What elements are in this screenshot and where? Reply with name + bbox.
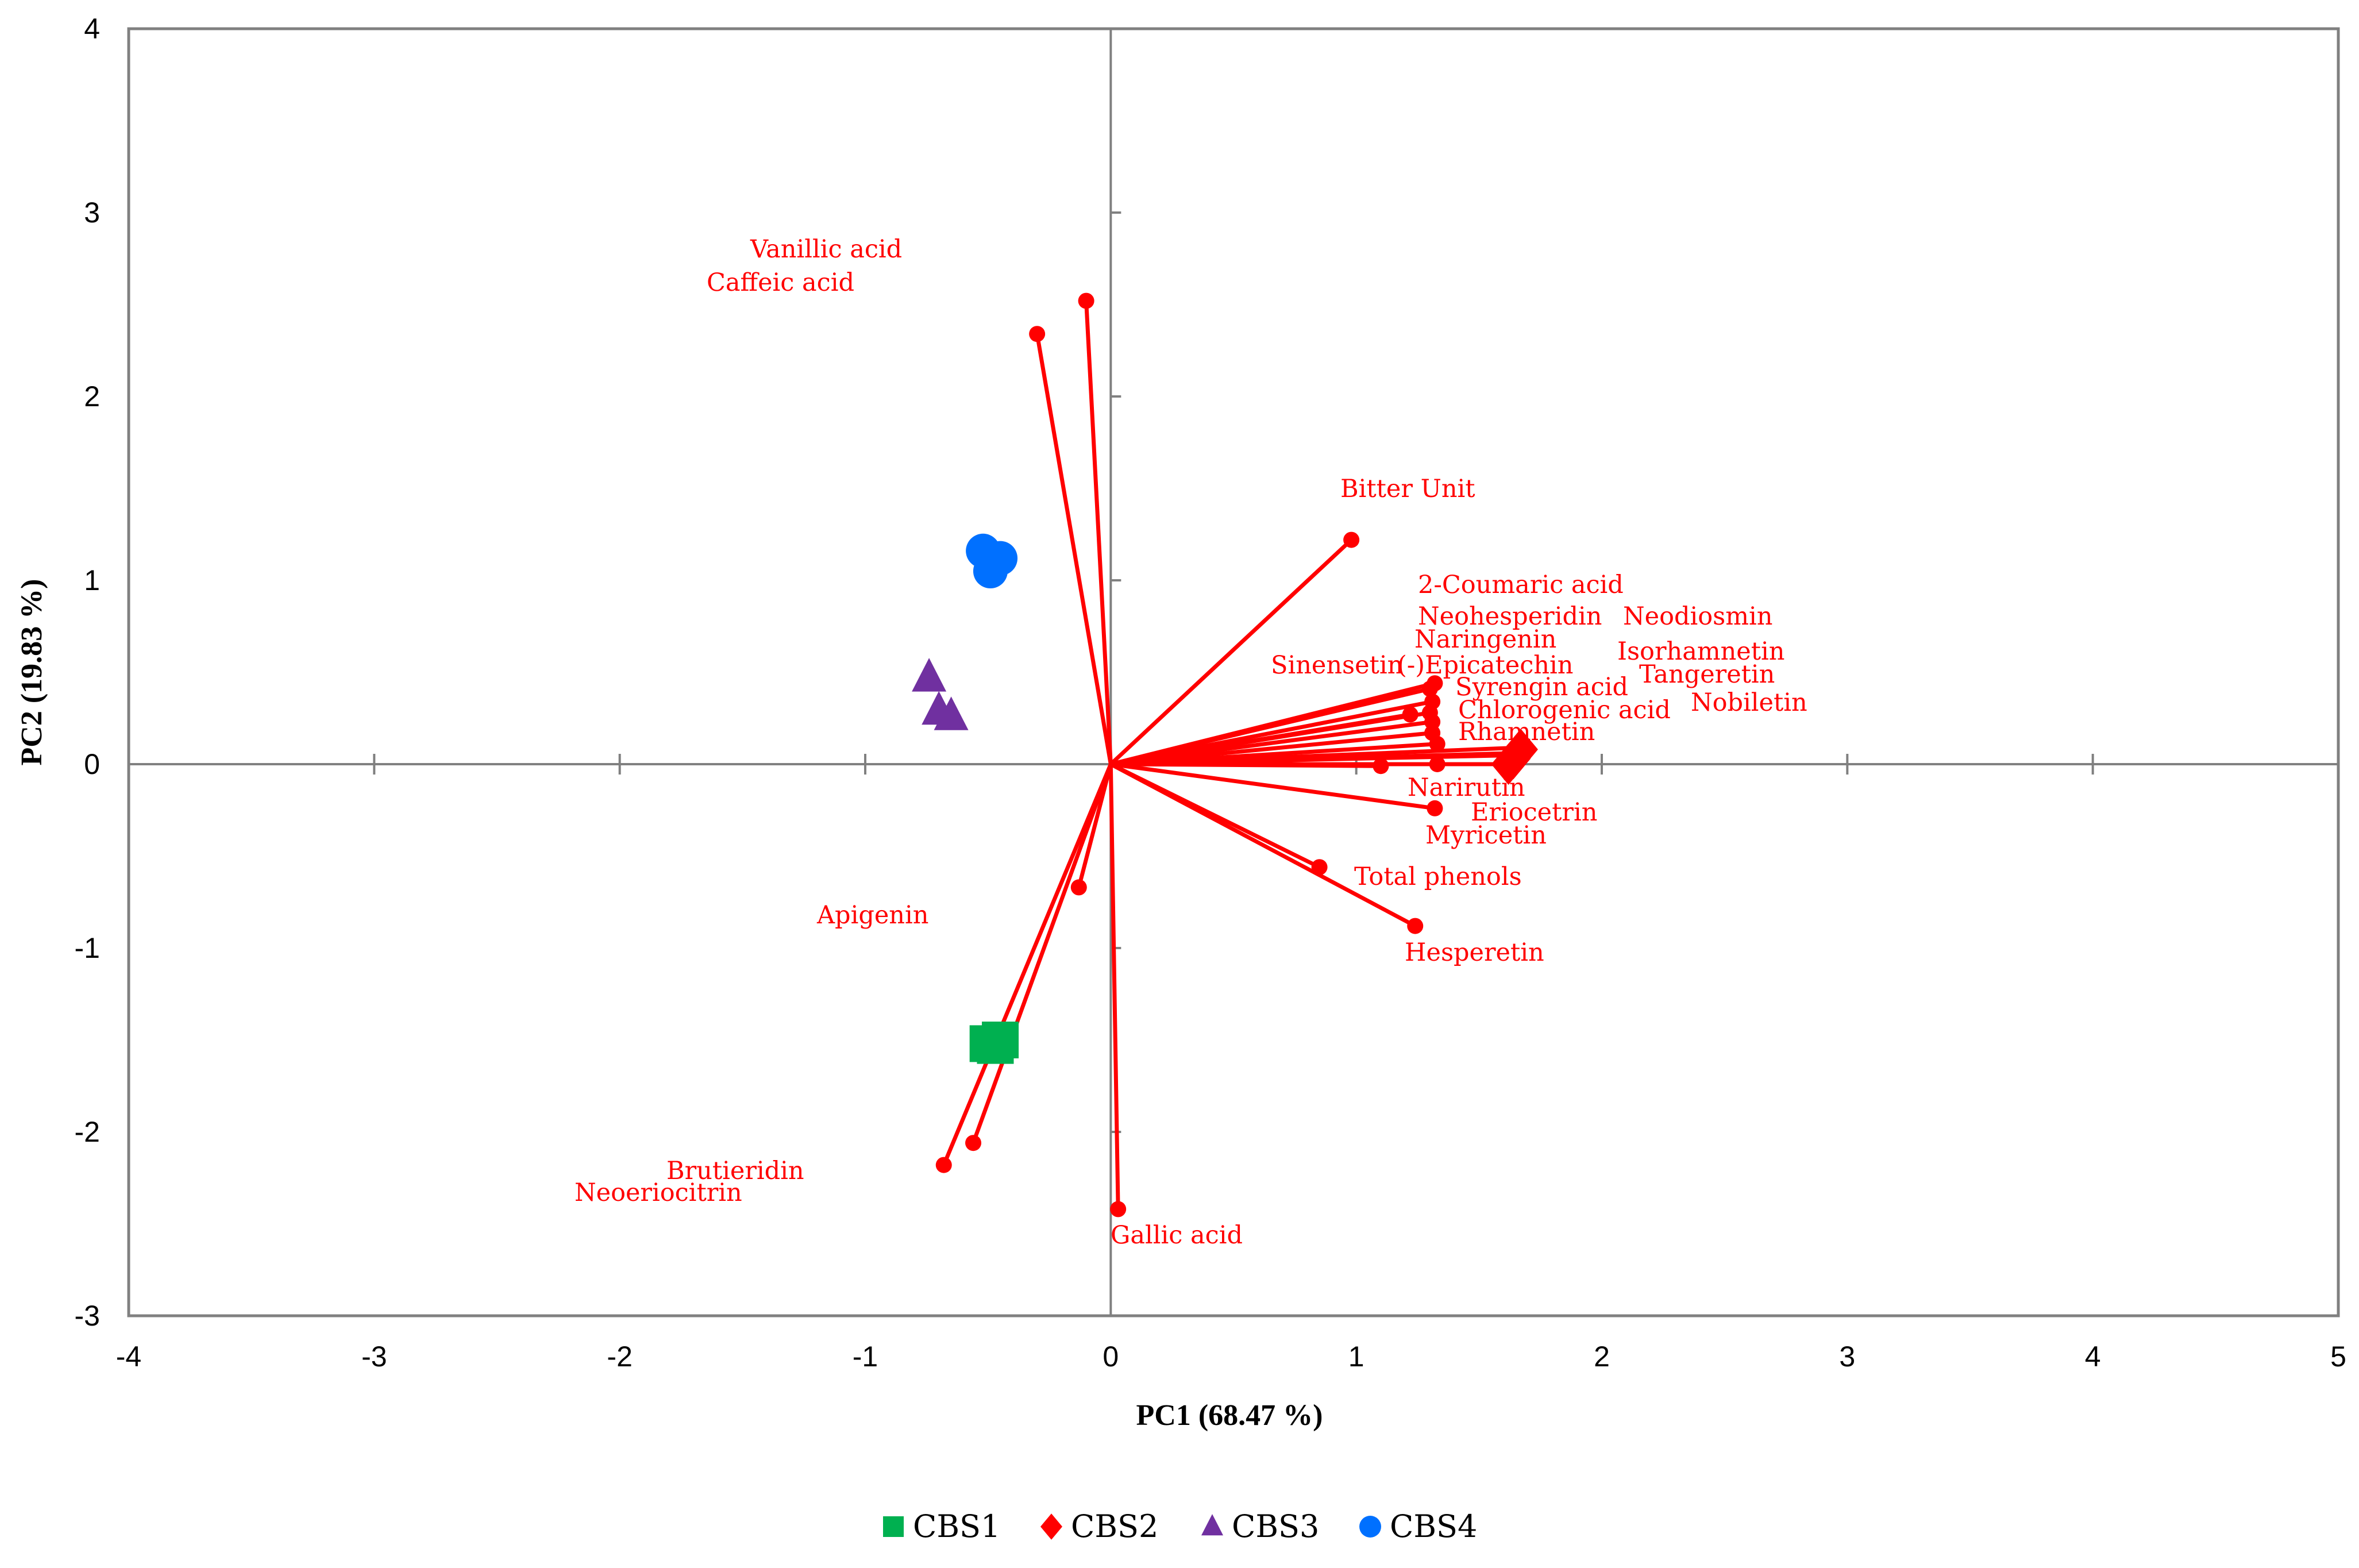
loading-point — [1373, 758, 1389, 775]
variable-label: Syrengin acid — [1455, 673, 1628, 702]
variable-labels: Vanillic acid Caffeic acid Bitter Unit 2-Co… — [575, 235, 1807, 1250]
legend-marker — [1359, 1516, 1381, 1538]
y-tick-label: 3 — [84, 197, 100, 229]
legend-item: CBS3 — [1201, 1508, 1319, 1544]
loading-point — [1029, 326, 1046, 342]
loading-vector — [1109, 538, 1353, 766]
loading-vector — [1035, 333, 1113, 765]
legend-marker — [1040, 1513, 1062, 1540]
x-tick-label: -1 — [853, 1340, 878, 1373]
axes — [129, 29, 2338, 1316]
variable-label: Isorhamnetin — [1617, 637, 1784, 666]
x-tick-label: 2 — [1594, 1340, 1610, 1373]
legend-label: CBS3 — [1232, 1508, 1319, 1544]
loading-point — [965, 1135, 982, 1151]
variable-label: Hesperetin — [1405, 938, 1544, 967]
sample-points — [912, 533, 1538, 1064]
x-axis-title: PC1 (68.47 %) — [1136, 1399, 1323, 1432]
x-tick-label: 1 — [1348, 1340, 1364, 1373]
loading-vector — [1084, 300, 1113, 765]
legend-marker — [883, 1516, 904, 1537]
variable-label: Neodiosmin — [1623, 602, 1772, 631]
loading-vector — [1108, 764, 1120, 1209]
x-tick-label: -4 — [116, 1340, 141, 1373]
y-tick-label: 0 — [84, 748, 100, 780]
loading-point — [935, 1157, 952, 1173]
variable-label: Total phenols — [1354, 862, 1522, 891]
variable-label: Neohesperidin — [1418, 602, 1602, 631]
variable-label: Naringenin — [1414, 625, 1556, 654]
loading-vector — [1110, 687, 1431, 766]
variable-label: 2-Coumaric acid — [1418, 571, 1624, 599]
legend-marker — [1201, 1514, 1223, 1536]
x-tick-label: -3 — [361, 1340, 387, 1373]
variable-label: Apigenin — [816, 901, 928, 930]
y-tick-label: -2 — [75, 1116, 100, 1148]
plot-frame — [127, 27, 2340, 1317]
x-tick-label: 5 — [2330, 1340, 2346, 1373]
variable-label: Sinensetin — [1271, 651, 1403, 680]
y-tick-label: 4 — [84, 13, 100, 45]
variable-label: Eriocetrin — [1471, 798, 1597, 827]
sample-point-cbs3 — [934, 696, 969, 730]
variable-label: (-)Epicatechin — [1397, 651, 1573, 680]
loading-point — [1343, 531, 1360, 548]
legend-item: CBS2 — [1040, 1508, 1158, 1544]
variable-label: Tangeretin — [1639, 660, 1775, 689]
loading-point — [1078, 292, 1094, 309]
legend-label: CBS4 — [1390, 1508, 1477, 1544]
loading-point — [1429, 735, 1446, 752]
variable-label: Bitter Unit — [1340, 475, 1475, 503]
sample-point-cbs4 — [973, 554, 1008, 588]
loading-vector — [1111, 762, 1381, 768]
variable-label: Caffeic acid — [707, 268, 854, 297]
loading-point — [1407, 918, 1424, 934]
sample-point-cbs3 — [912, 658, 947, 692]
tick-labels: -4 -3 -2 -1 0 1 2 3 4 5 -3 -2 -1 0 1 2 3 4 — [75, 13, 2346, 1373]
legend-label: CBS2 — [1071, 1508, 1158, 1544]
legend-item: CBS4 — [1359, 1508, 1477, 1544]
legend-item: CBS1 — [883, 1508, 1000, 1544]
x-tick-label: 0 — [1103, 1340, 1119, 1373]
y-tick-label: -3 — [75, 1300, 100, 1332]
variable-label: Narirutin — [1408, 773, 1525, 802]
variable-label: Rhamnetin — [1458, 718, 1595, 746]
variable-label: Vanillic acid — [750, 235, 902, 264]
loading-vector — [1109, 762, 1416, 928]
y-axis-title: PC2 (19.83 %) — [16, 579, 48, 766]
loading-point — [1110, 1201, 1127, 1218]
loading-point — [1070, 879, 1087, 896]
y-tick-label: -1 — [75, 932, 100, 964]
x-tick-label: 3 — [1839, 1340, 1855, 1373]
loading-point — [1421, 680, 1438, 697]
x-tick-label: 4 — [2085, 1340, 2101, 1373]
variable-label: Chlorogenic acid — [1458, 696, 1671, 725]
y-tick-label: 1 — [84, 564, 100, 596]
legend-label: CBS1 — [913, 1508, 1000, 1544]
loading-vectors — [935, 292, 1532, 1218]
legend: CBS1 CBS2 CBS3 CBS4 — [883, 1508, 1477, 1544]
variable-label: Myricetin — [1425, 821, 1547, 850]
loading-vector — [942, 763, 1113, 1166]
variable-label: Nobiletin — [1691, 688, 1807, 717]
loading-point — [1424, 714, 1441, 730]
loading-vector — [1110, 762, 1435, 811]
x-tick-label: -2 — [607, 1340, 632, 1373]
variable-label: Brutieridin — [666, 1157, 804, 1185]
loading-point — [1429, 756, 1446, 772]
variable-label: Gallic acid — [1111, 1221, 1243, 1250]
sample-point-cbs1 — [977, 1027, 1014, 1064]
loading-vector — [971, 763, 1113, 1144]
y-tick-label: 2 — [84, 380, 100, 413]
loading-point — [1427, 800, 1443, 816]
sample-point-cbs2 — [1491, 743, 1526, 785]
variable-label: Neoeriocitrin — [575, 1178, 742, 1207]
